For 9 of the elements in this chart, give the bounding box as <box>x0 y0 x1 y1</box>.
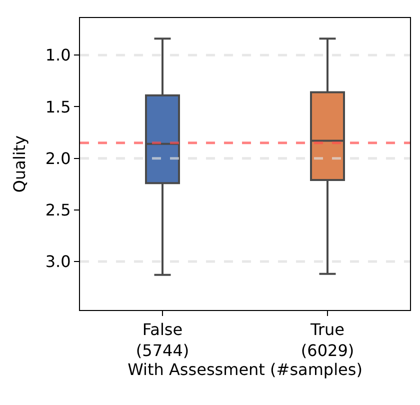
y-axis-title: Quality <box>10 135 30 193</box>
y-tick-label: 2.5 <box>45 200 71 220</box>
x-axis-title: With Assessment (#samples) <box>128 360 362 379</box>
y-tick-label: 3.0 <box>45 252 71 272</box>
x-tick-label: True (6029) <box>300 320 354 360</box>
y-tick-label: 1.5 <box>45 97 71 116</box>
x-tick-label: False (5744) <box>136 320 190 360</box>
y-tick-label: 2.0 <box>45 148 71 168</box>
y-tick-label: 1.0 <box>45 46 71 65</box>
